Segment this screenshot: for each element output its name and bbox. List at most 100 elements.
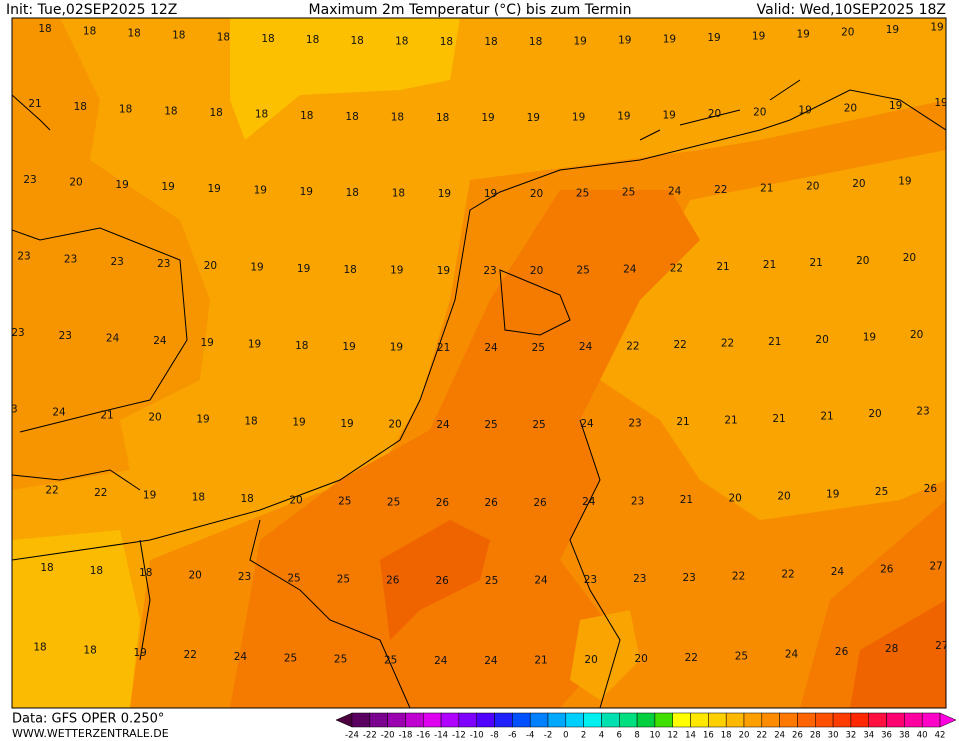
temperature-value: 24 [52, 407, 66, 419]
field [12, 530, 140, 708]
temperature-value: 18 [139, 567, 152, 579]
coastline [499, 79, 801, 336]
temperature-value: 20 [841, 27, 854, 39]
temperature-value: 18 [90, 565, 103, 577]
temperature-value: 19 [208, 183, 221, 195]
temperature-value: 19 [300, 186, 313, 198]
temperature-value: 19 [390, 265, 403, 277]
temperature-value: 25 [284, 653, 297, 665]
temperature-value: 20 [189, 569, 202, 581]
temperature-value: 19 [390, 342, 403, 354]
temperature-value: 20 [388, 419, 401, 431]
temperature-value: 22 [721, 338, 734, 350]
temperature-value: 25 [875, 486, 888, 498]
colorbar-label: 14 [685, 731, 696, 741]
temperature-value: 19 [930, 22, 943, 34]
temperature-value: 24 [580, 418, 594, 430]
colorbar-segment [779, 712, 798, 728]
temperature-value: 20 [844, 103, 857, 115]
temperature-value: 24 [106, 333, 120, 345]
temperature-value: 18 [192, 492, 205, 504]
colorbar-label: 32 [845, 731, 856, 741]
coastline [12, 89, 946, 561]
temperature-value: 18 [38, 23, 51, 35]
colorbar-label: -20 [381, 731, 395, 741]
temperature-value: 19 [292, 417, 305, 429]
temperature-value: 19 [934, 97, 947, 109]
colorbar-segment [850, 712, 869, 728]
temperature-value: 22 [714, 184, 727, 196]
temperature-value: 23 [59, 330, 72, 342]
colorbar-segment [547, 712, 567, 728]
temperature-value: 20 [69, 177, 82, 189]
temperature-value: 19 [617, 111, 630, 123]
temperature-value: 25 [484, 419, 497, 431]
field [12, 18, 210, 490]
temperature-value: 22 [781, 568, 794, 580]
temperature-value: 25 [532, 342, 545, 354]
temperature-value: 18 [392, 188, 405, 200]
temperature-value: 18 [300, 110, 313, 122]
colorbar-segment [458, 712, 477, 728]
temperature-value: 18 [172, 30, 185, 42]
temperature-value: 23 [23, 174, 36, 186]
temperature-value: 18 [529, 36, 542, 48]
colorbar-label: 20 [739, 731, 750, 741]
temperature-value: 22 [670, 262, 683, 274]
colorbar-segment [619, 712, 638, 728]
temperature-value: 19 [663, 110, 676, 122]
colorbar-segment [690, 712, 709, 728]
temperature-value: 23 [64, 253, 77, 265]
map-title: Maximum 2m Temperatur (°C) bis zum Termi… [309, 2, 632, 18]
temperature-value: 19 [752, 31, 765, 43]
temperature-value: 20 [910, 329, 923, 341]
temperature-value: 21 [100, 409, 113, 421]
colorbar-label: 38 [899, 731, 910, 741]
temperature-value: 25 [337, 574, 350, 586]
colorbar-label: 34 [863, 731, 874, 741]
temperature-value: 20 [708, 108, 721, 120]
temperature-value: 24 [831, 566, 845, 578]
colorbar-label: 28 [810, 731, 821, 741]
colorbar-label: 36 [881, 731, 892, 741]
temperature-value: 24 [234, 651, 248, 663]
temperature-value: 26 [880, 564, 894, 576]
temperature-value: 24 [668, 185, 682, 197]
colorbar-segment [601, 712, 620, 728]
temperature-value: 19 [481, 112, 494, 124]
temperature-value: 19 [618, 35, 631, 47]
temperature-value: 18 [33, 642, 46, 654]
field [230, 18, 460, 140]
temperature-value: 25 [532, 419, 545, 431]
temperature-value: 19 [250, 262, 263, 274]
colorbar-segment [369, 712, 388, 728]
colorbar-label: 6 [617, 731, 622, 741]
colorbar-label: 0 [563, 731, 568, 741]
colorbar-segment [387, 712, 406, 728]
init-time: Init: Tue,02SEP2025 12Z [6, 2, 177, 18]
temperature-value: 26 [436, 575, 450, 587]
colorbar-label: -24 [345, 731, 359, 741]
colorbar-segment [440, 712, 460, 728]
temperature-value: 21 [810, 257, 823, 269]
temperature-value: 18 [395, 36, 408, 48]
colorbar-label: -18 [399, 731, 413, 741]
temperature-value: 21 [676, 416, 689, 428]
temperature-value: 19 [196, 414, 209, 426]
temperature-value: 23 [483, 265, 496, 277]
temperature-value: 19 [863, 332, 876, 344]
colorbar-label: -10 [470, 731, 484, 741]
colorbar: -24 -22 -20 -18 -16 -14 -12 -10 -8 -6 -4 -2 0 2 4 6 8 10 1… [335, 712, 957, 741]
temperature-value: 25 [735, 650, 748, 662]
colorbar-label: 12 [667, 731, 678, 741]
temperature-value: 20 [777, 491, 790, 503]
colorbar-segment [636, 712, 656, 728]
colorbar-arrow [939, 712, 957, 728]
field [230, 190, 700, 708]
colorbar-segment [743, 712, 763, 728]
temperature-value: 19 [797, 29, 810, 41]
temperature-value: 19 [297, 263, 310, 275]
colorbar-label: 8 [634, 731, 639, 741]
temperature-value: 26 [485, 497, 499, 509]
temperature-value: 18 [128, 28, 141, 40]
